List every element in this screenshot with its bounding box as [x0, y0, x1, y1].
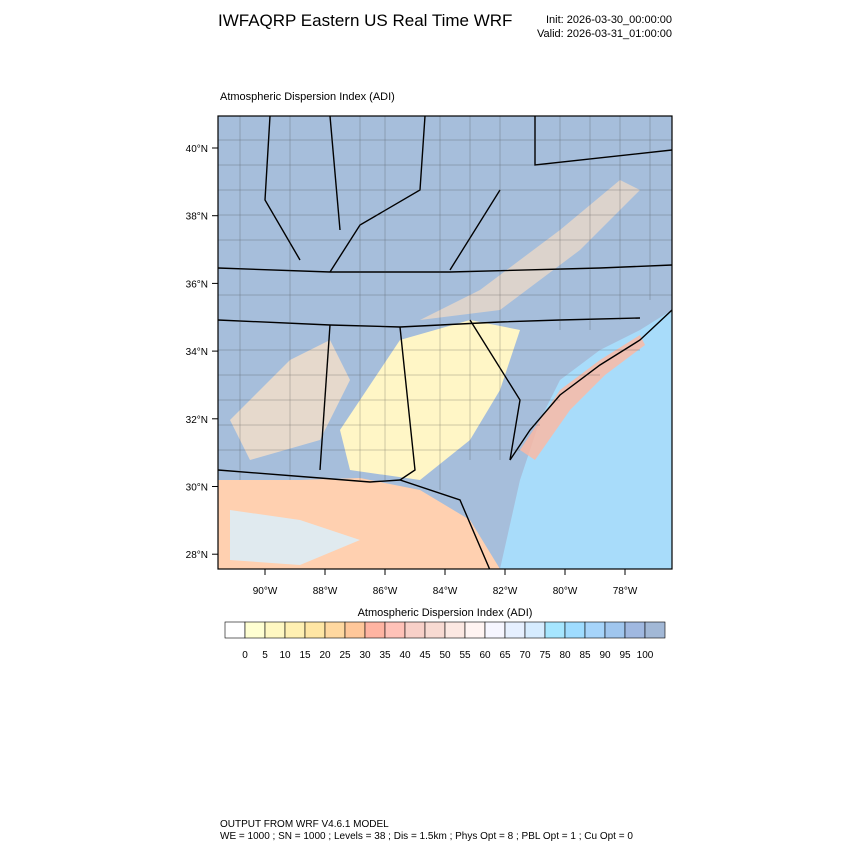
colorbar-label: 50 — [439, 650, 451, 661]
colorbar-box — [564, 621, 586, 639]
colorbar-box — [504, 621, 526, 639]
lat-label: 28°N — [186, 550, 208, 561]
footer-line: WE = 1000 ; SN = 1000 ; Levels = 38 ; Di… — [220, 831, 633, 842]
title: IWFAQRP Eastern US Real Time WRF — [218, 11, 512, 30]
lon-label: 78°W — [613, 586, 638, 597]
ocean — [500, 310, 672, 569]
colorbar-label: 80 — [559, 650, 571, 661]
colorbar-label: 95 — [619, 650, 631, 661]
valid-time: Valid: 2026-03-31_01:00:00 — [537, 28, 672, 40]
lat-axis: 40°N 38°N 36°N 34°N 32°N 30°N 28°N — [186, 144, 218, 561]
lat-label: 36°N — [186, 279, 208, 290]
county-grid — [218, 116, 672, 490]
colorbar-label: 0 — [242, 650, 248, 661]
boundaries — [218, 116, 672, 569]
colorbar-box — [324, 621, 346, 639]
lon-label: 84°W — [433, 586, 458, 597]
colorbar-box — [244, 621, 266, 639]
colorbar-label: 15 — [299, 650, 311, 661]
colorbar-box — [404, 621, 426, 639]
colorbar-box — [464, 621, 486, 639]
colorbar-box — [344, 621, 366, 639]
coastal-band — [520, 335, 645, 460]
colorbar-box — [524, 621, 546, 639]
colorbar-title: Atmospheric Dispersion Index (ADI) — [358, 607, 533, 619]
lon-label: 90°W — [253, 586, 278, 597]
lon-label: 82°W — [493, 586, 518, 597]
colorbar-label: 20 — [319, 650, 331, 661]
colorbar-label: 60 — [479, 650, 491, 661]
gulf-light — [230, 510, 360, 565]
lat-label: 34°N — [186, 347, 208, 358]
map-field — [218, 116, 672, 569]
colorbar-box — [484, 621, 506, 639]
colorbar-label: 25 — [339, 650, 351, 661]
lon-axis: 90°W 88°W 86°W 84°W 82°W 80°W 78°W — [253, 569, 638, 597]
lat-label: 38°N — [186, 212, 208, 223]
colorbar-box — [264, 621, 286, 639]
colorbar-box — [304, 621, 326, 639]
colorbar-label: 30 — [359, 650, 371, 661]
colorbar-label: 100 — [637, 650, 654, 661]
colorbar-box — [584, 621, 606, 639]
colorbar-box — [544, 621, 566, 639]
colorbar-label: 40 — [399, 650, 411, 661]
colorbar-label: 65 — [499, 650, 511, 661]
colorbar-label: 85 — [579, 650, 591, 661]
colorbar-box — [624, 621, 646, 639]
colorbar-box — [224, 621, 246, 639]
init-time: Init: 2026-03-30_00:00:00 — [546, 14, 672, 26]
lon-label: 80°W — [553, 586, 578, 597]
map-subtitle: Atmospheric Dispersion Index (ADI) — [220, 91, 395, 103]
colorbar-label: 70 — [519, 650, 531, 661]
colorbar-label: 55 — [459, 650, 471, 661]
colorbar-box — [604, 621, 626, 639]
colorbar-box — [384, 621, 406, 639]
colorbar-box — [364, 621, 386, 639]
lat-label: 40°N — [186, 144, 208, 155]
colorbar-box — [644, 621, 666, 639]
colorbar: 0 5 10 15 20 25 30 35 40 45 50 55 60 65 70 75 80 85 90 95 10… — [224, 621, 666, 661]
colorbar-box — [284, 621, 306, 639]
colorbar-label: 45 — [419, 650, 431, 661]
colorbar-label: 75 — [539, 650, 551, 661]
colorbar-box — [444, 621, 466, 639]
lat-label: 30°N — [186, 483, 208, 494]
colorbar-label: 90 — [599, 650, 611, 661]
lon-label: 88°W — [313, 586, 338, 597]
colorbar-label: 5 — [262, 650, 268, 661]
lat-label: 32°N — [186, 415, 208, 426]
footer-line: OUTPUT FROM WRF V4.6.1 MODEL — [220, 819, 389, 830]
colorbar-label: 35 — [379, 650, 391, 661]
colorbar-box — [424, 621, 446, 639]
colorbar-label: 10 — [279, 650, 291, 661]
lon-label: 86°W — [373, 586, 398, 597]
